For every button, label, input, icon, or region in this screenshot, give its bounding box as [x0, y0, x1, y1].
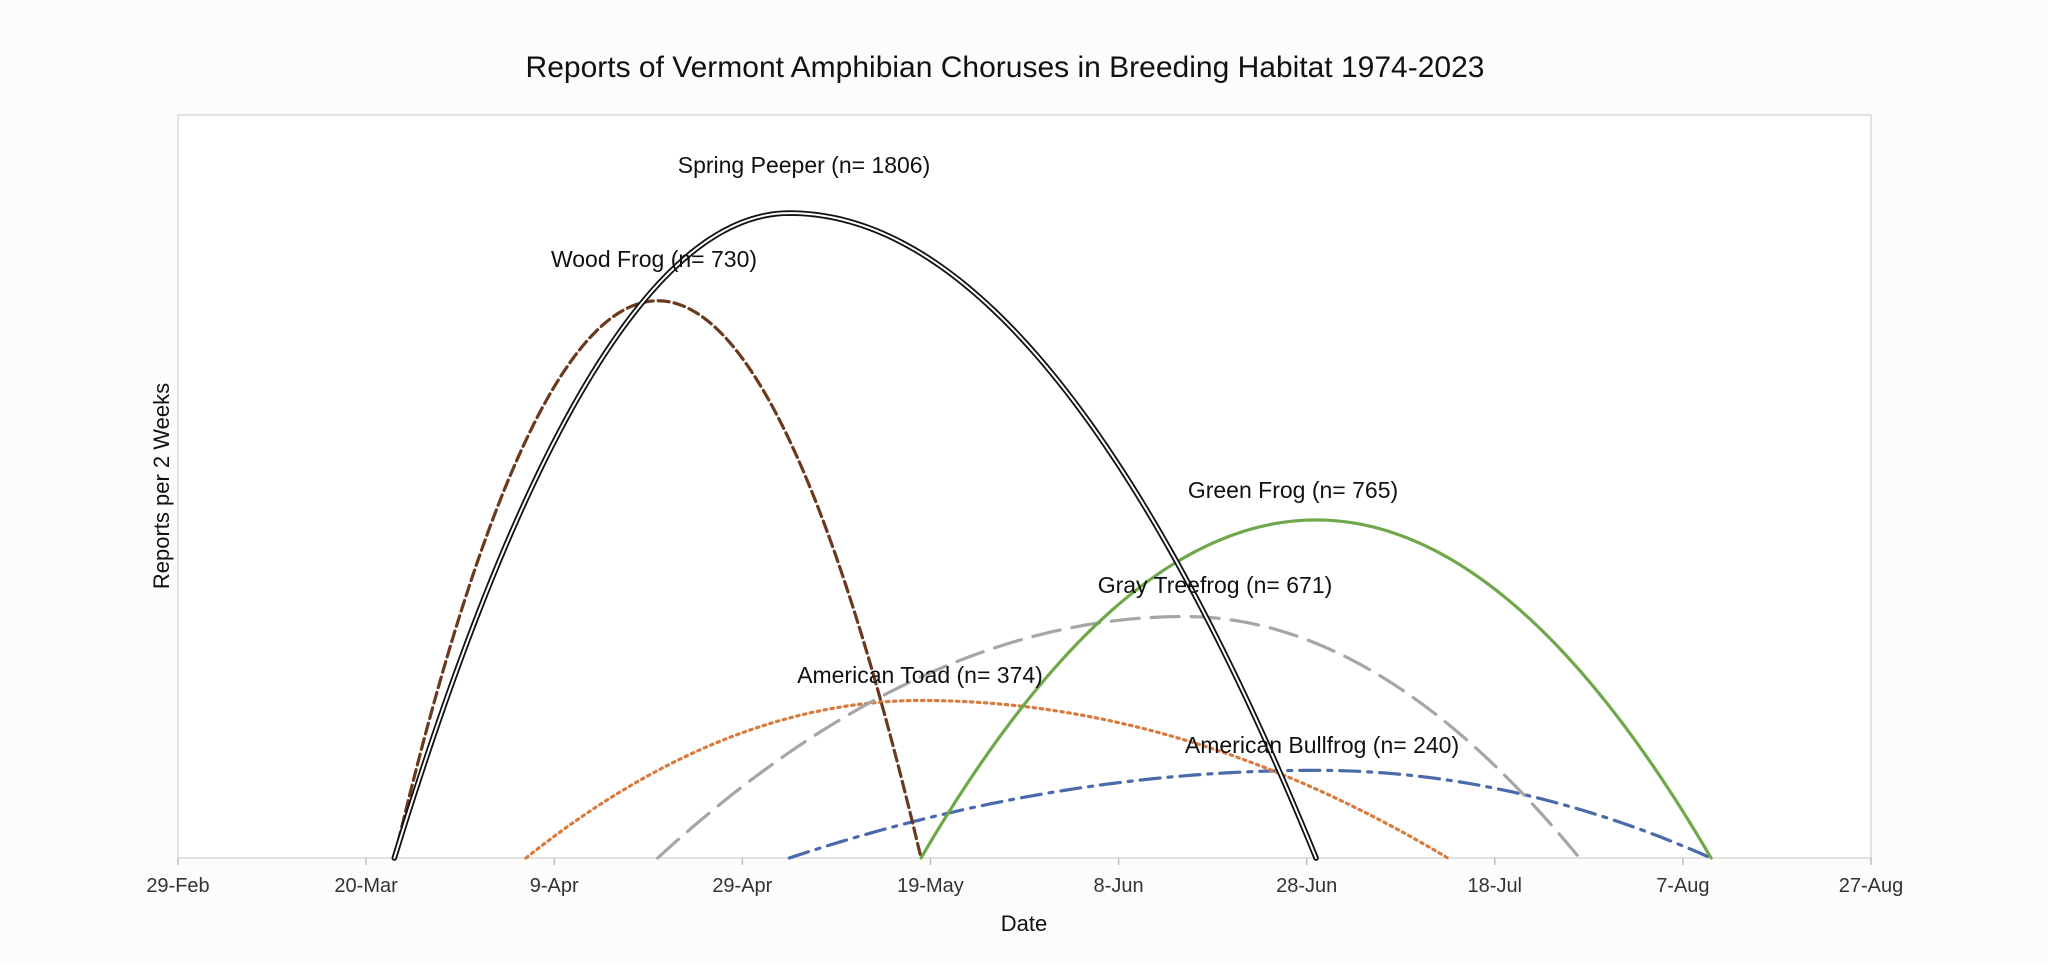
x-tick-label: 9-Apr	[530, 875, 579, 897]
series-label: Spring Peeper (n= 1806)	[678, 152, 931, 178]
x-tick-label: 8-Jun	[1094, 875, 1144, 897]
series-line-wood-frog-n-	[392, 299, 923, 860]
chart-title: Reports of Vermont Amphibian Choruses in…	[526, 51, 1485, 84]
x-tick-label: 27-Aug	[1839, 875, 1904, 897]
x-tick-label: 29-Feb	[146, 875, 209, 897]
series-line-gray-treefrog-n-	[656, 614, 1582, 860]
series-line-spring-peeper-n-	[391, 210, 1319, 861]
series-layer	[391, 210, 1713, 861]
series-label: Green Frog (n= 765)	[1188, 477, 1398, 503]
series-line-american-toad-n-	[524, 698, 1450, 860]
x-axis-ticks: 29-Feb 20-Mar 9-Apr 29-Apr 19-May 8-Jun 28-Jun…	[146, 858, 1903, 897]
series-label: American Toad (n= 374)	[797, 662, 1043, 688]
x-tick-label: 19-May	[897, 875, 964, 897]
series-line-american-bullfrog-n-	[787, 768, 1713, 860]
x-axis-title: Date	[1001, 911, 1047, 936]
series-labels: Spring Peeper (n= 1806) Wood Frog (n= 730…	[551, 152, 1459, 758]
series-label: Gray Treefrog (n= 671)	[1098, 572, 1333, 598]
x-tick-label: 29-Apr	[712, 875, 772, 897]
x-tick-label: 28-Jun	[1276, 875, 1337, 897]
series-label: Wood Frog (n= 730)	[551, 246, 757, 272]
plot-area	[177, 114, 1872, 859]
series-label: American Bullfrog (n= 240)	[1185, 732, 1459, 758]
y-axis-title: Reports per 2 Weeks	[149, 383, 174, 589]
x-tick-label: 7-Aug	[1656, 875, 1709, 897]
series-line-green-frog-n-	[919, 518, 1713, 860]
x-tick-label: 20-Mar	[334, 875, 398, 897]
x-tick-label: 18-Jul	[1468, 875, 1522, 897]
